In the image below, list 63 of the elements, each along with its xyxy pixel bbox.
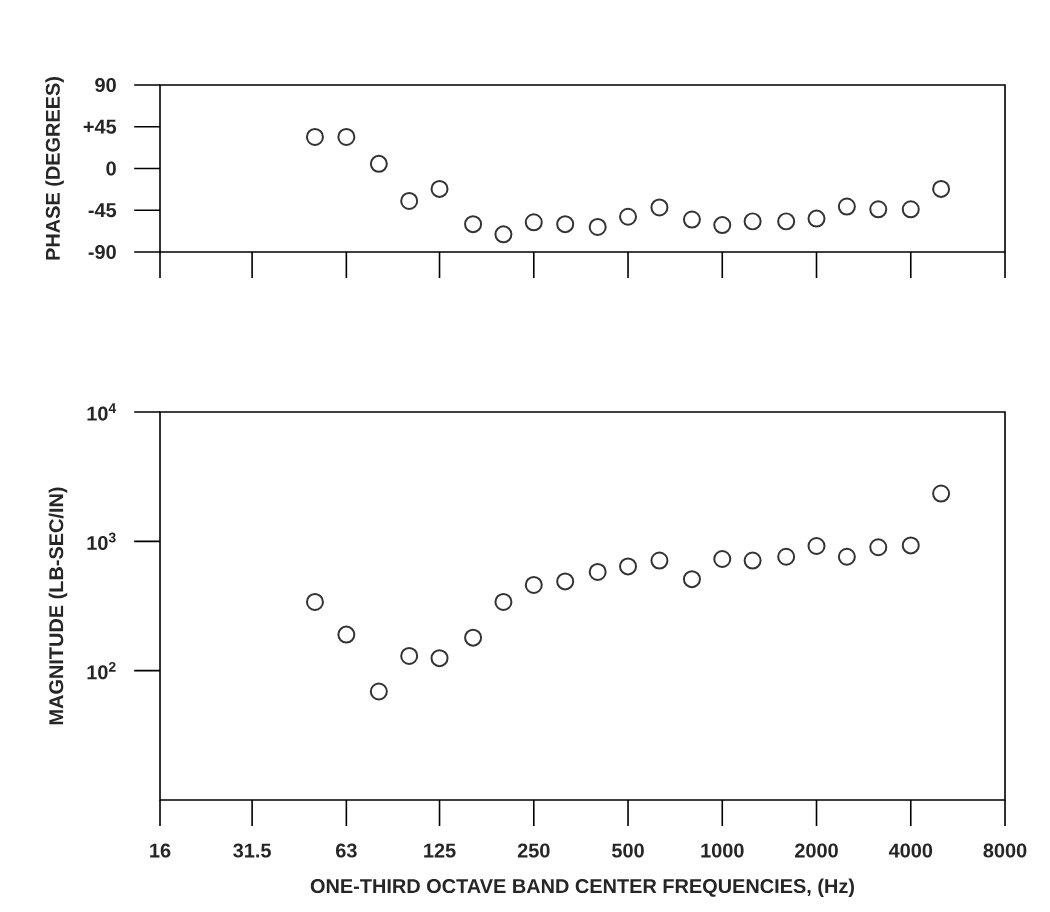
- point: [494, 225, 513, 244]
- point: [713, 216, 732, 235]
- x-tick-label: 125: [424, 843, 456, 858]
- x-tick-label: 500: [612, 843, 644, 858]
- y-tick-label: -45: [88, 203, 117, 218]
- point: [682, 210, 701, 229]
- point: [777, 212, 796, 231]
- point: [430, 649, 449, 668]
- x-tick-label: 250: [517, 843, 550, 858]
- point: [777, 547, 796, 566]
- point: [400, 191, 419, 210]
- x-tick-label: 4000: [888, 843, 933, 858]
- x-tick-label: 8000: [983, 843, 1027, 858]
- point: [932, 484, 951, 503]
- point: [337, 625, 356, 644]
- x-tick-label: 2000: [795, 843, 838, 858]
- y-tick-label: 10$^{2}$: [87, 661, 116, 680]
- point: [807, 537, 826, 556]
- y-tick-label: -90: [88, 244, 116, 260]
- point: [337, 127, 356, 146]
- x-tick-label: 1000: [701, 843, 744, 858]
- y-axis-title: PHASE (DEGREES): [45, 77, 64, 260]
- point: [743, 551, 762, 570]
- point: [556, 215, 575, 234]
- point: [837, 197, 856, 216]
- point: [464, 215, 483, 234]
- point: [369, 682, 388, 701]
- point: [588, 217, 607, 236]
- point: [619, 557, 638, 576]
- point: [932, 179, 951, 198]
- point: [464, 628, 483, 647]
- point: [524, 575, 543, 594]
- x-tick-label: 16: [150, 843, 171, 858]
- point: [713, 550, 732, 569]
- point: [682, 570, 701, 589]
- point: [588, 562, 607, 581]
- point: [524, 213, 543, 232]
- y-tick-label: 0: [106, 161, 116, 176]
- point: [305, 127, 324, 146]
- point: [619, 207, 638, 226]
- y-tick-label: 90: [95, 77, 116, 93]
- x-tick-label: 31.5: [233, 843, 271, 858]
- point: [869, 538, 888, 557]
- x-axis-title: ONE-THIRD OCTAVE BAND CENTER FREQUENCIES, (Hz): [310, 878, 854, 898]
- point: [901, 200, 920, 219]
- y-axis-title: MAGNITUDE (LB-SEC/IN): [48, 487, 68, 725]
- point: [869, 200, 888, 219]
- y-tick-label: 10$^{3}$: [87, 532, 116, 551]
- x-tick-label: 63: [336, 843, 357, 858]
- point: [305, 592, 324, 611]
- y-tick-label: +45: [83, 119, 117, 134]
- y-tick-label: 10$^{4}$: [87, 403, 117, 421]
- point: [650, 551, 669, 570]
- point: [400, 646, 419, 665]
- point: [837, 547, 856, 566]
- point: [901, 536, 920, 555]
- point: [430, 179, 449, 198]
- point: [556, 572, 575, 591]
- point: [494, 592, 513, 611]
- point: [369, 154, 388, 173]
- point: [650, 198, 669, 217]
- point: [743, 212, 762, 231]
- point: [807, 209, 826, 228]
